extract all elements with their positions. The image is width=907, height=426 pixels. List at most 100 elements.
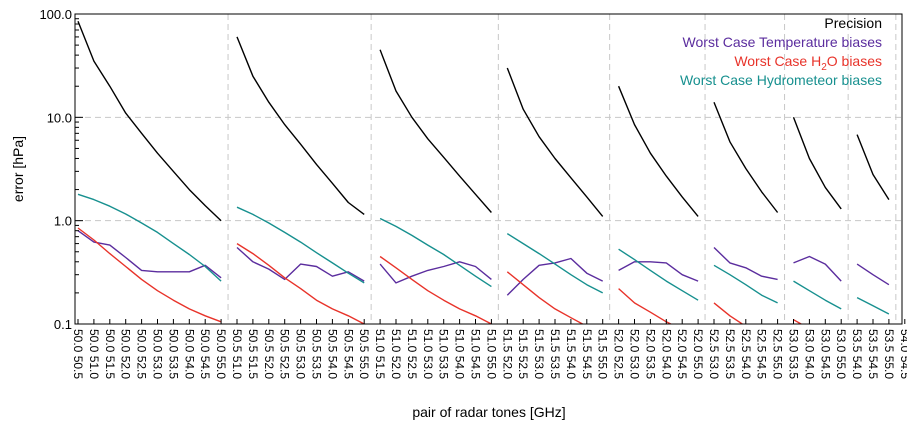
x-tick-label: 51.0 54.5 xyxy=(469,329,483,379)
series-line-temperature-52.5 xyxy=(713,246,778,281)
x-tick-label: 51.5 54.0 xyxy=(564,329,578,379)
series-line-temperature-53.5 xyxy=(856,263,890,286)
x-tick-label: 50.5 52.5 xyxy=(278,329,292,379)
series-line-hydrometeor-50.0 xyxy=(77,193,222,282)
series-line-hydrometeor-52.5 xyxy=(713,264,778,304)
legend-entry: Precision xyxy=(824,15,882,31)
x-tick-label: 50.0 52.5 xyxy=(135,329,149,379)
series-line-hydrometeor-51.0 xyxy=(379,217,492,288)
series-line-temperature-50.5 xyxy=(236,246,365,282)
x-tick-label: 50.5 54.5 xyxy=(341,329,355,379)
x-tick-label: 53.0 53.5 xyxy=(787,329,801,379)
x-tick-label: 50.5 53.5 xyxy=(310,329,324,379)
x-tick-label: 52.0 55.0 xyxy=(691,329,705,379)
legend-label: Worst Case H xyxy=(734,53,821,69)
legend-entry: Worst Case H2O biases xyxy=(734,53,882,73)
y-tick-label: 100.0 xyxy=(39,7,72,22)
x-tick-label: 51.0 53.0 xyxy=(421,329,435,379)
y-tick-label: 1.0 xyxy=(54,214,72,229)
series-line-temperature-50.0 xyxy=(77,230,222,279)
x-tick-label: 54.0 54.5 xyxy=(898,329,907,379)
x-tick-label: 53.5 54.5 xyxy=(866,329,880,379)
x-tick-label: 50.0 52.0 xyxy=(119,329,133,379)
legend-label: Precision xyxy=(824,15,882,31)
series-line-precision-50.5 xyxy=(236,36,365,215)
x-tick-label: 50.0 54.0 xyxy=(182,329,196,379)
series-line-hydrometeor-51.5 xyxy=(506,233,604,294)
x-tick-label: 50.0 51.5 xyxy=(103,329,117,379)
x-tick-label: 50.0 55.0 xyxy=(214,329,228,379)
x-tick-label: 52.0 53.5 xyxy=(643,329,657,379)
series-line-hydrometeor-52.0 xyxy=(618,248,699,301)
y-tick-label: 0.1 xyxy=(54,317,72,332)
x-tick-label: 51.0 52.5 xyxy=(405,329,419,379)
x-tick-label: 53.0 54.5 xyxy=(818,329,832,379)
series-line-precision-51.5 xyxy=(506,67,604,217)
x-tick-label: 51.5 52.0 xyxy=(500,329,514,379)
series-line-temperature-51.0 xyxy=(379,261,492,284)
x-tick-label: 50.5 54.0 xyxy=(325,329,339,379)
legend-entry: Worst Case Hydrometeor biases xyxy=(680,72,882,88)
x-tick-label: 50.0 53.5 xyxy=(166,329,180,379)
x-tick-label: 53.5 54.0 xyxy=(850,329,864,379)
legend-label: Worst Case Hydrometeor biases xyxy=(680,72,882,88)
x-tick-label: 52.5 53.5 xyxy=(723,329,737,379)
series-line-precision-53.0 xyxy=(792,117,842,210)
series-line-h2o-52.5 xyxy=(713,302,744,324)
legend-label-suffix: O biases xyxy=(827,53,882,69)
x-tick-label: 52.5 54.0 xyxy=(739,329,753,379)
series-line-temperature-52.0 xyxy=(618,261,699,282)
series-line-h2o-52.0 xyxy=(618,288,673,324)
x-tick-label: 51.5 55.0 xyxy=(596,329,610,379)
y-axis-label: error [hPa] xyxy=(10,136,26,202)
series-line-temperature-51.5 xyxy=(506,257,604,296)
series-line-h2o-51.5 xyxy=(506,271,585,324)
series-line-hydrometeor-53.5 xyxy=(856,296,890,315)
series-lines xyxy=(77,21,890,324)
x-tick-label: 51.0 51.5 xyxy=(373,329,387,379)
legend-label: Worst Case Temperature biases xyxy=(683,34,882,50)
x-tick-label: 51.0 52.0 xyxy=(389,329,403,379)
x-tick-label: 50.0 54.5 xyxy=(198,329,212,379)
y-tick-label: 10.0 xyxy=(47,110,72,125)
x-tick-label: 53.0 54.0 xyxy=(802,329,816,379)
plot-frame xyxy=(74,13,903,325)
x-tick-label: 51.0 53.5 xyxy=(437,329,451,379)
x-tick-label: 53.5 55.0 xyxy=(882,329,896,379)
x-tick-label: 52.0 54.0 xyxy=(659,329,673,379)
x-tick-label: 53.0 55.0 xyxy=(834,329,848,379)
x-tick-label: 50.5 51.5 xyxy=(246,329,260,379)
x-axis-label: pair of radar tones [GHz] xyxy=(412,404,565,420)
x-axis: 50.0 50.5 50.0 51.0 50.0 51.5 50.0 52.0 50.0… xyxy=(71,319,907,379)
x-tick-label: 50.5 51.0 xyxy=(230,329,244,379)
x-tick-label: 50.0 50.5 xyxy=(71,329,85,379)
series-line-precision-53.5 xyxy=(856,134,890,200)
series-line-h2o-51.0 xyxy=(379,255,492,324)
x-tick-label: 51.0 55.0 xyxy=(484,329,498,379)
x-tick-label: 51.0 54.0 xyxy=(453,329,467,379)
series-line-hydrometeor-53.0 xyxy=(793,280,842,310)
x-tick-label: 50.5 53.0 xyxy=(294,329,308,379)
x-tick-label: 52.0 52.5 xyxy=(612,329,626,379)
legend-subscript: 2 xyxy=(821,62,827,73)
x-tick-label: 51.5 54.5 xyxy=(580,329,594,379)
legend-entry: Worst Case Temperature biases xyxy=(683,34,882,50)
x-tick-label: 52.5 54.5 xyxy=(755,329,769,379)
series-line-h2o-50.0 xyxy=(77,227,222,323)
legend: Precision Worst Case Temperature biases Wo… xyxy=(680,15,882,88)
x-tick-label: 52.0 53.0 xyxy=(628,329,642,379)
grid xyxy=(75,14,902,324)
x-tick-label: 50.5 55.0 xyxy=(357,329,371,379)
x-tick-label: 51.5 52.5 xyxy=(516,329,530,379)
series-line-precision-51.0 xyxy=(379,49,492,213)
series-line-hydrometeor-50.5 xyxy=(236,206,365,284)
x-tick-label: 52.5 53.0 xyxy=(707,329,721,379)
series-line-precision-52.5 xyxy=(713,101,779,213)
x-tick-label: 50.0 51.0 xyxy=(87,329,101,379)
y-axis: 100.0 10.0 1.0 0.1 xyxy=(39,7,83,332)
x-tick-label: 50.0 53.0 xyxy=(151,329,165,379)
series-line-precision-50.0 xyxy=(77,21,222,222)
series-line-temperature-53.0 xyxy=(793,255,842,282)
x-tick-label: 50.5 52.0 xyxy=(262,329,276,379)
